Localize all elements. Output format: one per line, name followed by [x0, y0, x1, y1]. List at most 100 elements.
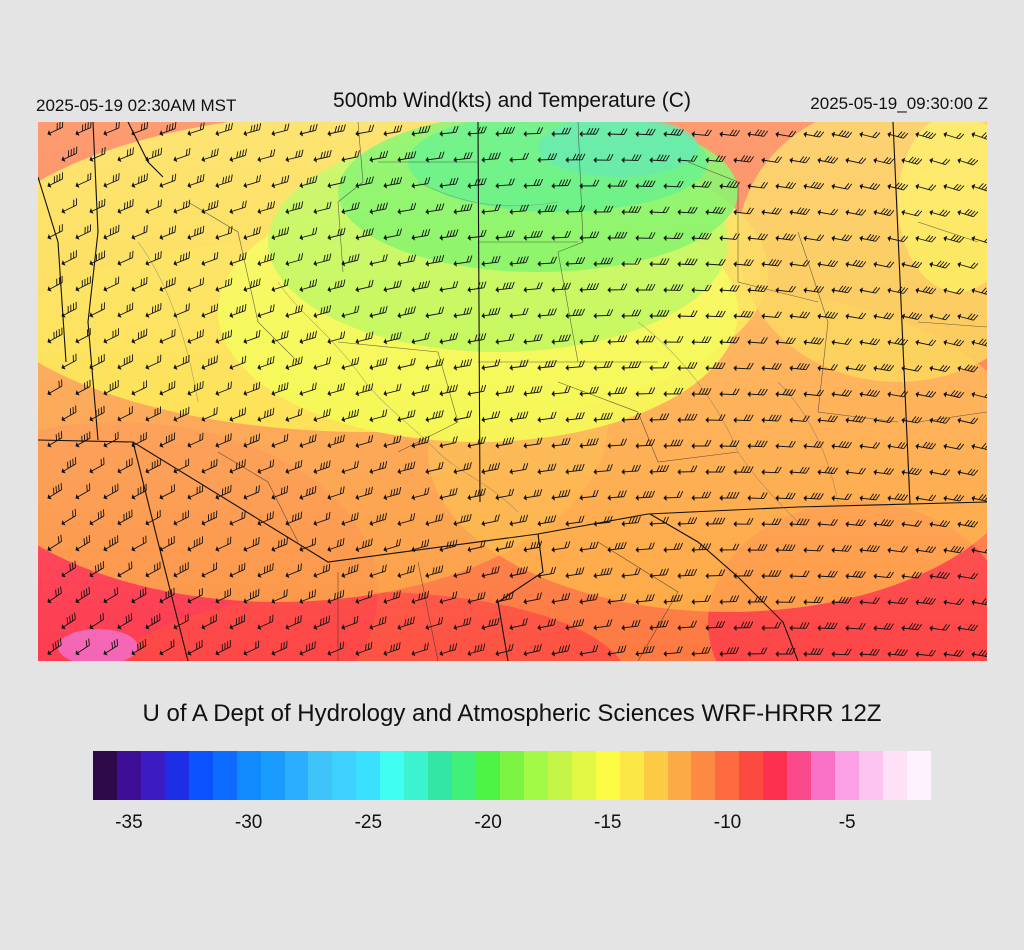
- wind-barb: [411, 642, 429, 657]
- wind-barb: [761, 466, 782, 476]
- wind-barb: [663, 180, 684, 190]
- wind-barb: [299, 278, 318, 293]
- wind-barb: [61, 250, 77, 266]
- wind-barb: [355, 434, 374, 449]
- wind-barb: [481, 565, 500, 579]
- wind-barb: [145, 406, 162, 422]
- colorbar-swatch: [523, 751, 548, 800]
- wind-barb: [691, 232, 712, 242]
- wind-barb: [313, 356, 331, 371]
- colorbar-tick-label: -25: [354, 812, 383, 833]
- wind-barb: [593, 360, 614, 371]
- wind-barb: [593, 309, 614, 319]
- wind-barb: [131, 122, 149, 137]
- wind-barb: [607, 283, 628, 294]
- wind-barb: [509, 618, 528, 631]
- wind-barb: [341, 357, 360, 371]
- wind-barb: [341, 253, 360, 267]
- wind-barb: [803, 544, 824, 554]
- wind-barb: [47, 172, 63, 188]
- wind-barb: [173, 406, 190, 422]
- wind-barb: [173, 303, 190, 318]
- wind-barb: [887, 235, 909, 243]
- wind-barb: [831, 389, 852, 398]
- wind-barb: [537, 204, 558, 215]
- wind-barb: [47, 431, 63, 448]
- wind-barb: [789, 518, 810, 528]
- wind-barb: [439, 125, 459, 137]
- wind-barb: [495, 126, 516, 137]
- wind-barb: [663, 594, 683, 605]
- wind-barb: [579, 593, 599, 605]
- wind-barb: [509, 256, 529, 267]
- wind-barb: [579, 644, 599, 657]
- colorbar-swatch: [332, 751, 357, 800]
- wind-barb: [649, 154, 670, 164]
- wind-barb: [509, 204, 529, 215]
- wind-barb: [929, 624, 951, 632]
- wind-barb: [817, 519, 838, 528]
- wind-barb: [691, 180, 712, 190]
- wind-barb: [467, 436, 487, 449]
- wind-barb: [789, 260, 811, 268]
- wind-barb: [845, 519, 866, 528]
- wind-barb: [747, 543, 768, 554]
- wind-barb: [733, 414, 754, 424]
- wind-barb: [845, 622, 866, 632]
- wind-barb: [61, 146, 78, 162]
- wind-barb: [579, 489, 599, 501]
- wind-barb: [761, 414, 782, 424]
- wind-barb: [201, 148, 219, 163]
- wind-barb: [873, 571, 894, 580]
- wind-barb: [131, 225, 148, 240]
- wind-barb: [901, 209, 923, 217]
- wind-barb: [229, 303, 247, 319]
- wind-barb: [579, 386, 599, 397]
- wind-barb: [663, 542, 684, 553]
- wind-barb: [929, 260, 951, 269]
- wind-barb: [75, 379, 91, 396]
- wind-barb: [285, 408, 303, 423]
- colorbar-swatch: [906, 751, 931, 800]
- wind-barb: [915, 390, 937, 398]
- wind-barb: [47, 122, 64, 136]
- wind-barb: [593, 515, 613, 527]
- wind-barb: [957, 313, 979, 321]
- wind-barb: [901, 520, 923, 528]
- wind-barb: [789, 156, 811, 164]
- wind-barb: [635, 542, 655, 553]
- wind-barb: [565, 515, 585, 527]
- wind-barb: [369, 150, 389, 163]
- wind-barb: [915, 597, 937, 606]
- wind-barb: [845, 467, 866, 476]
- wind-barb: [761, 156, 783, 164]
- wind-barb: [523, 230, 543, 241]
- wind-barb: [285, 459, 303, 475]
- colorbar-swatch: [476, 751, 500, 800]
- wind-barb: [789, 207, 811, 216]
- wind-barb: [229, 614, 246, 630]
- wind-barb: [327, 227, 346, 241]
- wind-barb: [705, 414, 726, 424]
- local-time-label: 2025-05-19 02:30AM MST: [36, 96, 237, 115]
- wind-barb: [341, 305, 360, 319]
- wind-barb: [495, 488, 515, 501]
- wind-barb: [453, 307, 473, 319]
- wind-barb: [943, 339, 965, 347]
- wind-barb: [481, 410, 501, 423]
- wind-barb: [383, 383, 402, 397]
- wind-barb: [215, 640, 231, 656]
- wind-barb: [747, 440, 768, 450]
- wind-barb: [453, 255, 473, 267]
- wind-barb: [355, 383, 374, 397]
- wind-barb: [775, 647, 796, 658]
- colorbar-swatch: [811, 751, 836, 800]
- temperature-wind-map: [38, 122, 987, 661]
- wind-barb: [509, 514, 529, 527]
- wind-barb: [131, 276, 148, 292]
- wind-barb: [705, 155, 726, 164]
- wind-barb: [341, 615, 359, 631]
- wind-barb: [369, 616, 387, 631]
- wind-barb: [47, 534, 62, 552]
- wind-barb: [229, 407, 246, 422]
